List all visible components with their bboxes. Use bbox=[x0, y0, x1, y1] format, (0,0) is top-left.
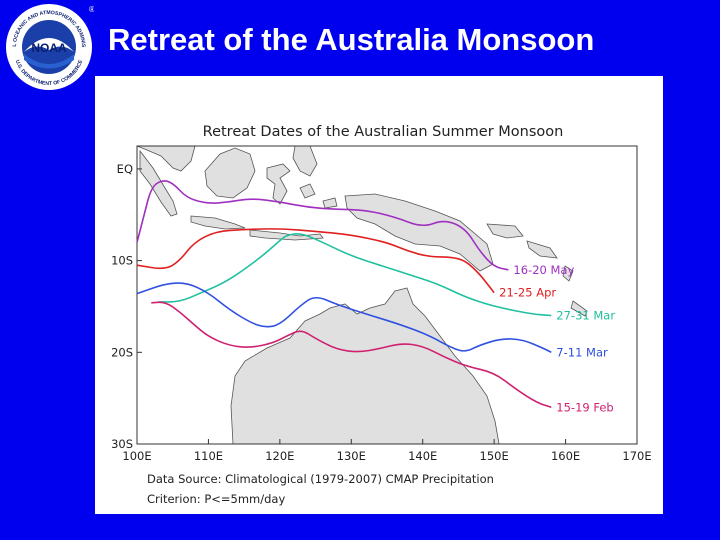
land-borneo bbox=[204, 147, 256, 199]
noaa-logo: NOAA NATIONAL OCEANIC AND ATMOSPHERIC AD… bbox=[4, 2, 94, 90]
series-label: 15-19 Feb bbox=[556, 400, 613, 414]
land-moluccas bbox=[299, 183, 338, 209]
y-tick-label: 10S bbox=[111, 254, 133, 268]
figure-panel: Retreat Dates of the Australian Summer M… bbox=[95, 76, 663, 514]
y-tick-label: 30S bbox=[111, 437, 133, 451]
land-lesser-sunda bbox=[249, 229, 324, 241]
retreat-line-2 bbox=[136, 228, 495, 294]
x-tick-label: 160E bbox=[551, 449, 580, 463]
land-new-caledonia bbox=[570, 300, 588, 317]
series-label: 7-11 Mar bbox=[556, 345, 608, 359]
x-tick-label: 150E bbox=[480, 449, 509, 463]
land-sumatra bbox=[139, 149, 178, 217]
retreat-line-4 bbox=[136, 282, 552, 354]
land-australia bbox=[230, 287, 500, 445]
x-tick-label: 120E bbox=[265, 449, 294, 463]
series-lines bbox=[136, 180, 552, 409]
logo-text: NOAA bbox=[31, 41, 67, 55]
retreat-line-5 bbox=[151, 301, 552, 409]
monsoon-map: Retreat Dates of the Australian Summer M… bbox=[111, 124, 652, 506]
series-label: 27-31 Mar bbox=[556, 309, 615, 323]
slide-title: Retreat of the Australia Monsoon bbox=[108, 22, 595, 57]
figure-title: Retreat Dates of the Australian Summer M… bbox=[203, 124, 564, 140]
x-tick-label: 140E bbox=[408, 449, 437, 463]
y-tick-label: 20S bbox=[111, 345, 133, 359]
logo-bird-shape bbox=[24, 38, 74, 52]
y-tick-label: EQ bbox=[117, 162, 133, 176]
criterion-note: Criterion: P<=5mm/day bbox=[147, 492, 285, 506]
data-source-note: Data Source: Climatological (1979-2007) … bbox=[147, 472, 494, 486]
land-bismarck bbox=[486, 223, 558, 259]
plot-area: 100E 110E 120E 130E 140E 150E 160E 170E EQ 10S 20S… bbox=[111, 145, 652, 463]
series-label: 21-25 Apr bbox=[499, 286, 556, 300]
land-vanuatu bbox=[562, 265, 574, 282]
axis-ticks: 100E 110E 120E 130E 140E 150E 160E 170E EQ 10S 20S… bbox=[111, 162, 652, 463]
registered-mark: ® bbox=[89, 5, 94, 14]
logo-wave-shape bbox=[24, 54, 74, 69]
x-tick-label: 130E bbox=[337, 449, 366, 463]
x-tick-label: 100E bbox=[122, 449, 151, 463]
x-tick-label: 170E bbox=[622, 449, 651, 463]
series-label: 16-20 May bbox=[513, 263, 574, 277]
land-indochina bbox=[136, 145, 196, 172]
retreat-line-3 bbox=[158, 233, 552, 317]
land-java bbox=[190, 215, 246, 230]
x-tick-label: 110E bbox=[194, 449, 223, 463]
plot-frame bbox=[136, 145, 638, 445]
land-sulawesi bbox=[266, 163, 291, 205]
retreat-line-1 bbox=[136, 180, 509, 271]
